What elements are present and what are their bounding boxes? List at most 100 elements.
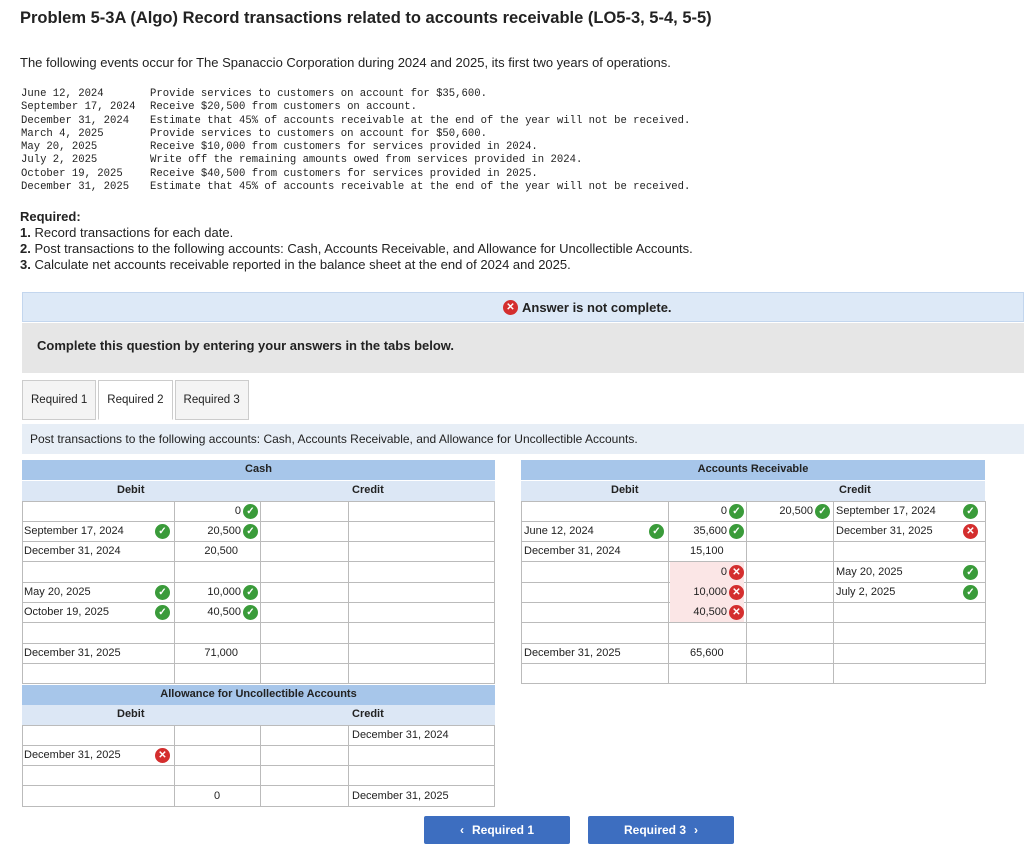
ar-debit-amount[interactable]: 15,100 (670, 541, 744, 561)
ar-credit-amount[interactable]: 20,500 ✓ (748, 501, 830, 521)
check-icon: ✓ (649, 523, 664, 539)
required-item: 3. Calculate net accounts receivable rep… (20, 257, 693, 273)
tab-required-3[interactable]: Required 3 (174, 380, 249, 420)
row-divider (521, 643, 985, 644)
amount-text: 40,500 (693, 606, 727, 618)
column-divider (746, 501, 747, 684)
column-divider (22, 501, 23, 684)
date-text: December 31, 2024 (524, 545, 621, 557)
date-text: October 19, 2025 (24, 606, 110, 618)
cash-debit-date[interactable]: October 19, 2025 ✓ (24, 602, 170, 622)
date-text: September 17, 2024 (24, 525, 124, 537)
status-cell: ✓ (963, 582, 981, 602)
cash-debit-amount[interactable]: 71,000 (176, 643, 258, 663)
row-divider (22, 806, 495, 807)
ar-credit-date[interactable]: May 20, 2025 (836, 562, 980, 582)
cash-debit-date[interactable]: May 20, 2025 ✓ (24, 582, 170, 602)
next-button[interactable]: Required 3 › (588, 816, 734, 844)
event-row: September 17, 2024 Receive $20,500 from c… (21, 101, 690, 114)
column-divider (22, 725, 23, 806)
column-divider (174, 501, 175, 684)
error-icon: ✕ (729, 564, 744, 580)
amount-text: 0 (720, 566, 727, 578)
cash-debit-date[interactable]: December 31, 2025 (24, 643, 170, 663)
prev-button-label: Required 1 (471, 823, 534, 837)
column-divider (260, 501, 261, 684)
status-cell: ✓ (963, 501, 981, 521)
ar-debit-amount[interactable]: 0 ✓ (670, 501, 744, 521)
ar-debit-amount[interactable]: 65,600 (670, 643, 744, 663)
allowance-credit-date[interactable]: December 31, 2025 (352, 790, 449, 802)
check-icon: ✓ (963, 503, 978, 519)
error-icon: ✕ (729, 604, 744, 620)
tab-required-2[interactable]: Required 2 (98, 380, 173, 420)
column-divider (348, 501, 349, 684)
cash-debit-amount[interactable]: 20,500 ✓ (176, 521, 258, 541)
date-text: December 31, 2025 (24, 749, 121, 761)
tab-bar: Required 1 Required 2 Required 3 (22, 380, 251, 420)
event-row: June 12, 2024 Provide services to custome… (21, 88, 690, 101)
amount-text: 35,600 (693, 525, 727, 537)
required-number: 3. (20, 257, 35, 272)
cash-debit-amount[interactable]: 10,000 ✓ (176, 582, 258, 602)
column-divider (985, 501, 986, 684)
prev-button[interactable]: ‹ Required 1 (424, 816, 570, 844)
cash-debit-amount[interactable]: 20,500 (176, 541, 258, 561)
ar-credit-date[interactable]: September 17, 2024 (836, 501, 980, 521)
row-divider (22, 521, 495, 522)
error-icon: ✕ (155, 747, 170, 763)
event-text: Receive $10,000 from customers for servi… (150, 141, 538, 154)
required-number: 1. (20, 225, 35, 240)
ar-debit-amount[interactable]: 0 ✕ (670, 562, 744, 582)
ar-credit-date[interactable]: July 2, 2025 (836, 582, 980, 602)
allowance-debit-date[interactable]: December 31, 2025 ✕ (24, 745, 170, 765)
row-divider (22, 725, 495, 726)
ar-debit-amount[interactable]: 35,600 ✓ (670, 521, 744, 541)
ar-debit-date[interactable]: December 31, 2025 (524, 643, 664, 663)
event-date: December 31, 2025 (21, 181, 130, 194)
ar-debit-date[interactable]: June 12, 2024 ✓ (524, 521, 664, 541)
amount-text: 0 (234, 505, 241, 517)
intro-text: The following events occur for The Spana… (20, 55, 671, 70)
event-date: October 19, 2025 (21, 167, 123, 180)
tab-instruction: Post transactions to the following accou… (22, 424, 1024, 454)
amount-text: 10,000 (693, 586, 727, 598)
event-text: Estimate that 45% of accounts receivable… (150, 181, 691, 194)
allowance-debit-amount[interactable]: 0 (213, 790, 221, 802)
instructions-box: Complete this question by entering your … (22, 323, 1024, 373)
row-divider (22, 643, 495, 644)
column-label: Debit (117, 708, 145, 720)
cash-debit-date[interactable]: December 31, 2024 (24, 541, 170, 561)
cash-debit-amount[interactable]: 40,500 ✓ (176, 602, 258, 622)
event-row: December 31, 2024 Estimate that 45% of ac… (21, 115, 690, 128)
row-divider (521, 521, 985, 522)
required-text: Post transactions to the following accou… (34, 241, 693, 256)
ar-debit-amount[interactable]: 40,500 ✕ (670, 602, 744, 622)
check-icon: ✓ (963, 564, 978, 580)
event-text: Receive $40,500 from customers for servi… (150, 167, 538, 180)
cash-debit-date[interactable]: September 17, 2024 ✓ (24, 521, 170, 541)
error-icon: ✕ (729, 584, 744, 600)
row-divider (521, 683, 985, 684)
allowance-credit-date[interactable]: December 31, 2024 (352, 729, 449, 741)
row-divider (521, 582, 985, 583)
row-divider (521, 541, 985, 542)
column-label: Debit (611, 484, 639, 496)
amount-text: 20,500 (204, 545, 238, 557)
ar-header: Accounts Receivable (521, 460, 985, 480)
required-item: 1. Record transactions for each date. (20, 225, 693, 241)
column-divider (494, 501, 495, 684)
required-text: Calculate net accounts receivable report… (34, 257, 571, 272)
ar-credit-date[interactable]: December 31, 2025 (836, 521, 980, 541)
ar-debit-amount[interactable]: 10,000 ✕ (670, 582, 744, 602)
event-date: May 20, 2025 (21, 141, 98, 154)
required-number: 2. (20, 241, 35, 256)
event-date: June 12, 2024 (21, 88, 104, 100)
tab-required-1[interactable]: Required 1 (22, 380, 97, 420)
ar-debit-date[interactable]: December 31, 2024 (524, 541, 664, 561)
date-text: May 20, 2025 (836, 566, 903, 578)
date-text: September 17, 2024 (836, 505, 936, 517)
event-date: March 4, 2025 (21, 127, 104, 140)
cash-debit-amount[interactable]: 0 ✓ (176, 501, 258, 521)
event-row: July 2, 2025 Write off the remaining amou… (21, 154, 690, 167)
